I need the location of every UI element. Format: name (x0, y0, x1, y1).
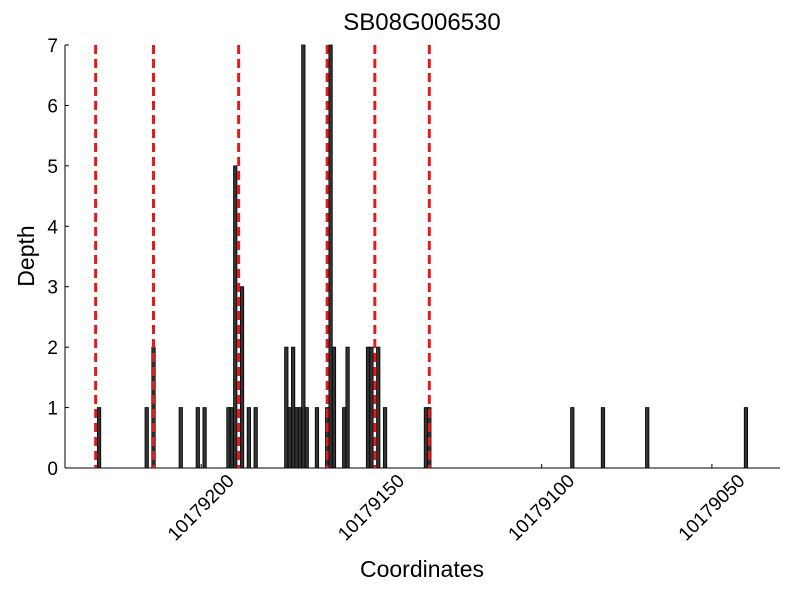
bar (570, 407, 575, 469)
y-axis-label: Depth (13, 225, 39, 286)
x-tick-label: 10179050 (675, 471, 750, 546)
bar (600, 407, 606, 469)
bar (178, 407, 183, 469)
bar (314, 407, 320, 469)
bar (96, 407, 102, 469)
bar (328, 44, 333, 469)
bar (246, 407, 251, 469)
bar (287, 407, 292, 469)
bar (297, 407, 303, 469)
bar (369, 346, 374, 469)
bar (365, 346, 371, 469)
x-tick-label: 10179150 (334, 471, 409, 546)
bar (202, 407, 207, 469)
bar (342, 407, 347, 469)
y-tick-label: 0 (47, 459, 58, 480)
x-tick-label: 10179200 (164, 471, 239, 546)
bar (301, 44, 306, 469)
bar (233, 165, 238, 469)
y-tick-label: 3 (47, 278, 58, 299)
bar (376, 346, 381, 469)
y-tick-label: 2 (47, 338, 58, 359)
bar (253, 407, 258, 469)
y-tick-label: 1 (47, 399, 58, 420)
y-tick-label: 6 (47, 96, 58, 117)
y-tick-label: 7 (47, 36, 58, 57)
chart-title: SB08G006530 (343, 9, 500, 36)
bar (304, 407, 309, 469)
bar (423, 407, 429, 469)
bar (345, 346, 350, 469)
x-tick-label: 10179100 (505, 471, 580, 546)
y-tick-label: 5 (47, 157, 58, 178)
bar (195, 407, 200, 469)
bar (144, 407, 149, 469)
bar (331, 346, 337, 469)
bar (229, 407, 234, 469)
bar (151, 346, 156, 469)
bar (284, 346, 289, 469)
bar (239, 286, 245, 469)
bar (291, 346, 296, 469)
y-tick-label: 4 (47, 217, 58, 238)
bar (743, 407, 749, 469)
bar (294, 407, 299, 469)
bar (382, 407, 388, 469)
bar (226, 407, 231, 469)
x-axis-label: Coordinates (360, 556, 484, 582)
bar (645, 407, 650, 469)
